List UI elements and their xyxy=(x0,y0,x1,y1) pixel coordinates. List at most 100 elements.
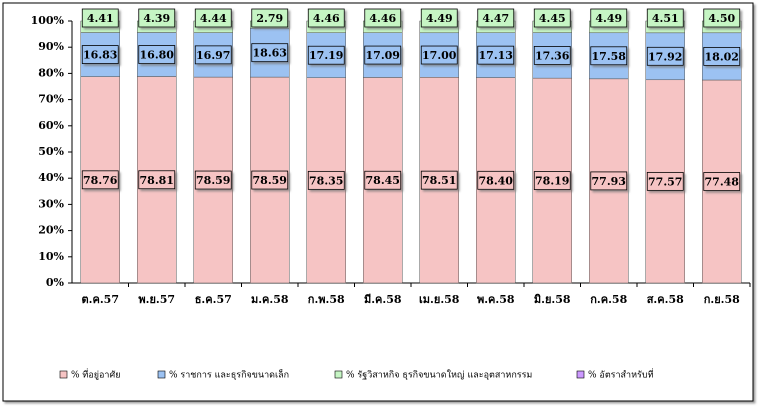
value-label-box xyxy=(477,45,515,65)
value-label-box xyxy=(590,171,628,191)
value-label: 4.41 xyxy=(87,12,114,25)
x-tick-label: ธ.ค.57 xyxy=(195,293,232,306)
value-label: 17.13 xyxy=(479,49,513,62)
x-tick-label: พ.ค.58 xyxy=(477,293,515,306)
value-label: 17.19 xyxy=(309,49,343,62)
value-label: 4.46 xyxy=(313,12,340,25)
value-label-box xyxy=(364,8,402,28)
value-label: 4.51 xyxy=(652,12,679,25)
value-label: 78.51 xyxy=(422,174,456,187)
value-label-box xyxy=(364,45,402,65)
y-tick-label: 50% xyxy=(38,145,64,158)
x-tick-label: ส.ค.58 xyxy=(647,293,684,306)
value-label: 17.00 xyxy=(422,49,457,62)
x-tick-label: ม.ค.58 xyxy=(251,293,289,306)
value-label-box xyxy=(194,170,232,190)
value-label: 78.59 xyxy=(253,174,287,187)
x-tick-label: ต.ค.57 xyxy=(82,293,119,306)
value-label: 18.02 xyxy=(705,50,739,63)
value-label-box xyxy=(646,171,684,191)
value-label-box xyxy=(307,45,345,65)
value-label: 78.81 xyxy=(140,174,174,187)
y-tick-label: 90% xyxy=(38,40,64,53)
value-label: 4.45 xyxy=(539,12,566,25)
value-label-box xyxy=(420,170,458,190)
value-label-box xyxy=(533,8,571,28)
value-label-box xyxy=(703,8,741,28)
value-label: 17.36 xyxy=(535,49,570,62)
value-label-box xyxy=(138,170,176,190)
x-tick-label: ก.ย.58 xyxy=(704,293,740,306)
value-label: 77.48 xyxy=(705,176,740,189)
value-label-box xyxy=(81,8,119,28)
y-tick-label: 40% xyxy=(38,171,64,184)
value-label-box xyxy=(590,46,628,66)
y-tick-label: 10% xyxy=(38,250,64,263)
value-label: 4.50 xyxy=(708,12,735,25)
legend-swatch xyxy=(576,370,585,379)
y-tick-label: 60% xyxy=(38,119,64,132)
value-label: 4.46 xyxy=(369,12,396,25)
value-label: 78.35 xyxy=(309,174,343,187)
value-label: 4.49 xyxy=(426,12,453,25)
legend-label: % ราชการ และธุรกิจขนาดเล็ก xyxy=(169,368,289,381)
value-label-box xyxy=(251,43,289,63)
value-label-box xyxy=(138,8,176,28)
value-label-box xyxy=(477,170,515,190)
value-label-box xyxy=(364,170,402,190)
value-label-box xyxy=(477,8,515,28)
value-label-box xyxy=(420,8,458,28)
value-label: 4.49 xyxy=(595,12,622,25)
value-label: 17.09 xyxy=(366,49,400,62)
value-label-box xyxy=(533,46,571,65)
value-label: 4.47 xyxy=(482,12,509,25)
value-label-box xyxy=(646,46,684,66)
value-label: 4.44 xyxy=(200,12,227,25)
y-tick-label: 30% xyxy=(38,197,64,210)
value-label: 77.57 xyxy=(648,175,682,188)
value-label-box xyxy=(703,46,741,66)
legend-label: % อัตราสำหรับที่ xyxy=(588,368,654,381)
value-label: 78.19 xyxy=(535,175,569,188)
value-label-box xyxy=(533,171,571,190)
y-tick-label: 70% xyxy=(38,93,64,106)
x-tick-label: มิ.ย.58 xyxy=(534,293,571,306)
value-label: 18.63 xyxy=(253,47,287,60)
y-tick-label: 80% xyxy=(38,66,64,79)
value-label-box xyxy=(81,170,119,190)
x-tick-label: ก.พ.58 xyxy=(308,293,345,306)
value-label-box xyxy=(251,170,289,190)
y-tick-label: 0% xyxy=(46,276,65,289)
value-label-box xyxy=(703,172,741,191)
value-label: 16.83 xyxy=(83,49,117,62)
value-label: 16.97 xyxy=(196,49,230,62)
value-label: 16.80 xyxy=(140,49,175,62)
value-label-box xyxy=(194,8,232,28)
value-label-box xyxy=(251,8,289,28)
x-tick-label: เม.ย.58 xyxy=(419,293,460,306)
legend-swatch xyxy=(334,370,343,379)
value-label: 78.76 xyxy=(83,174,118,187)
value-label: 17.58 xyxy=(592,50,627,63)
value-label-box xyxy=(307,8,345,28)
value-label: 17.92 xyxy=(648,50,682,63)
value-label: 77.93 xyxy=(592,175,626,188)
y-tick-label: 100% xyxy=(31,14,65,27)
value-label-box xyxy=(646,8,684,28)
x-tick-label: ก.ค.58 xyxy=(590,293,627,306)
value-label-box xyxy=(81,45,119,65)
legend-swatch xyxy=(157,370,166,379)
x-tick-label: พ.ย.57 xyxy=(138,293,175,306)
legend-label: % รัฐวิสาหกิจ ธุรกิจขนาดใหญ่ และอุตสาหกร… xyxy=(346,370,532,381)
value-label-box xyxy=(194,45,232,65)
value-label-box xyxy=(420,45,458,65)
legend-label: % ที่อยู่อาศัย xyxy=(71,368,120,381)
value-label-box xyxy=(138,45,176,64)
value-label: 4.39 xyxy=(143,12,170,25)
y-tick-label: 20% xyxy=(38,224,64,237)
value-label: 78.59 xyxy=(196,174,230,187)
x-tick-label: มี.ค.58 xyxy=(364,293,402,306)
legend-swatch xyxy=(59,370,68,379)
value-label: 2.79 xyxy=(256,12,283,25)
